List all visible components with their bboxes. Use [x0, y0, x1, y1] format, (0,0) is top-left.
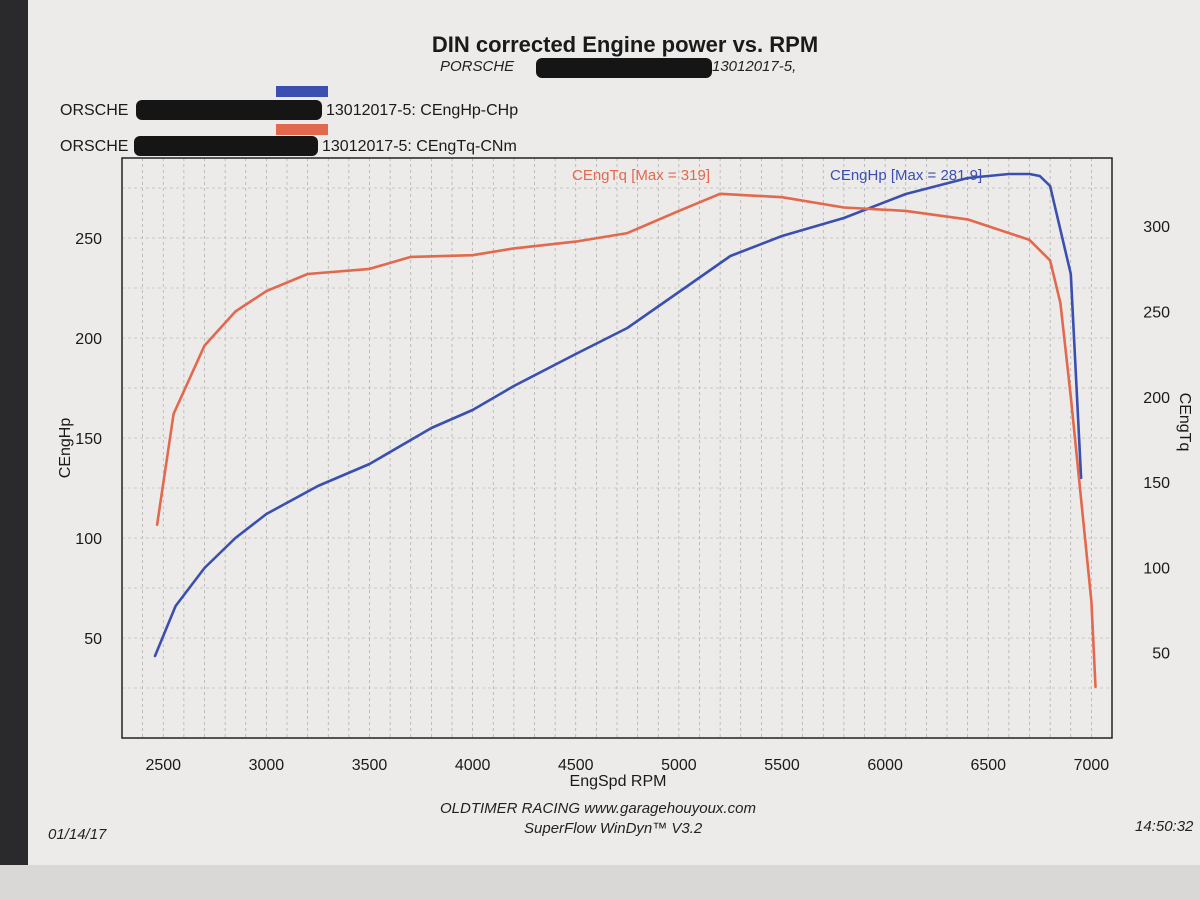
power-max-annotation: CEngHp [Max = 281.9] — [830, 167, 982, 184]
legend-swatch-tq — [276, 124, 328, 135]
series-line-cenghp — [153, 172, 1083, 658]
y-left-tick-label: 100 — [75, 531, 102, 548]
y-right-tick-label: 150 — [1143, 475, 1170, 492]
desk-edge — [0, 865, 1200, 900]
x-tick-label: 4000 — [455, 757, 491, 774]
x-tick-label: 4500 — [558, 757, 594, 774]
y-axis-left-label: CEngHp — [57, 418, 74, 479]
x-tick-label: 5000 — [661, 757, 697, 774]
y-right-tick-label: 300 — [1143, 219, 1170, 236]
x-tick-label: 3500 — [352, 757, 388, 774]
x-tick-label: 5500 — [764, 757, 800, 774]
footer-time: 14:50:32 — [1135, 818, 1194, 835]
y-right-tick-label: 250 — [1143, 305, 1170, 322]
legend-label-hp-prefix: ORSCHE — [60, 102, 129, 119]
x-tick-label: 3000 — [249, 757, 285, 774]
y-right-tick-label: 50 — [1152, 646, 1170, 663]
redaction-mark — [136, 100, 322, 120]
torque-max-annotation: CEngTq [Max = 319] — [572, 167, 710, 184]
y-right-tick-label: 100 — [1143, 560, 1170, 577]
chart-subtitle-prefix: PORSCHE — [440, 58, 515, 75]
legend-label-tq: 13012017-5: CEngTq-CNm — [322, 138, 517, 155]
redaction-mark — [536, 58, 712, 78]
x-tick-label: 6500 — [970, 757, 1006, 774]
series-line-cengtq — [155, 192, 1097, 689]
legend-swatch-hp — [276, 86, 328, 97]
redaction-mark — [134, 136, 318, 156]
y-left-tick-label: 150 — [75, 431, 102, 448]
plot-area-frame — [121, 157, 1113, 739]
y-left-tick-label: 50 — [84, 631, 102, 648]
x-tick-label: 2500 — [145, 757, 181, 774]
y-left-tick-label: 250 — [75, 231, 102, 248]
x-tick-label: 7000 — [1074, 757, 1110, 774]
x-axis-label: EngSpd RPM — [570, 773, 667, 790]
legend-label-hp: 13012017-5: CEngHp-CHp — [326, 102, 519, 119]
y-axis-right-label: CEngTq — [1176, 393, 1193, 452]
footer-shop-line: OLDTIMER RACING www.garagehouyoux.com — [440, 800, 756, 817]
footer-date: 01/14/17 — [48, 826, 107, 843]
chart-subtitle-suffix: 13012017-5, — [712, 58, 797, 75]
footer-software-line: SuperFlow WinDyn™ V3.2 — [524, 820, 703, 837]
legend-label-tq-prefix: ORSCHE — [60, 138, 129, 155]
chart-title: DIN corrected Engine power vs. RPM — [431, 32, 819, 57]
x-tick-label: 6000 — [867, 757, 903, 774]
y-right-tick-label: 200 — [1143, 390, 1170, 407]
y-left-tick-label: 200 — [75, 331, 102, 348]
